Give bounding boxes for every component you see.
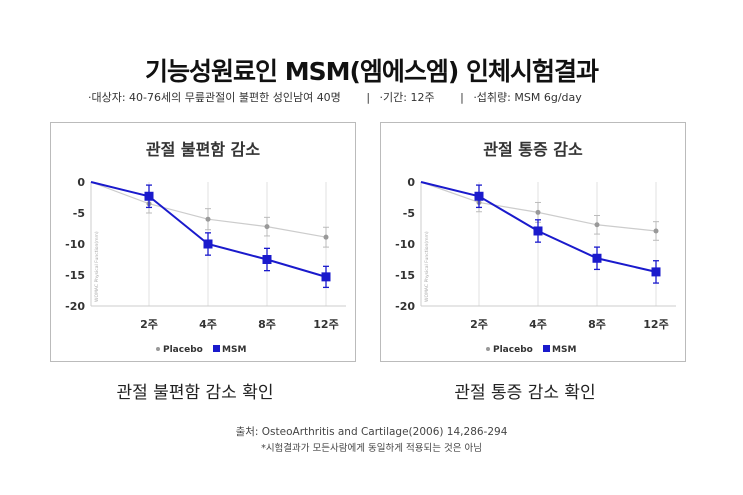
placebo-point [653, 228, 659, 234]
chart-title: 관절 통증 감소 [483, 140, 583, 159]
x-tick-label: 12주 [313, 318, 338, 331]
x-tick-label: 2주 [140, 318, 158, 331]
placebo-point [535, 209, 541, 215]
x-tick-label: 8주 [588, 318, 606, 331]
x-tick-label: 4주 [199, 318, 217, 331]
msm-point [592, 253, 602, 263]
y-tick-label: -5 [73, 207, 85, 220]
legend-msm-label: MSM [552, 345, 576, 355]
source-citation: 출처: OsteoArthritis and Cartilage(2006) 1… [235, 426, 508, 438]
placebo-point [323, 234, 329, 240]
disclaimer: *시험결과가 모든사람에게 동일하게 적용되는 것은 아님 [261, 443, 482, 454]
y-axis-label: WOMAC Physical Function(mm) [94, 231, 100, 302]
legend-msm-marker [543, 345, 550, 352]
y-tick-label: 0 [407, 176, 415, 189]
separator: | [366, 91, 371, 104]
placebo-point [264, 224, 270, 230]
chart-svg: 0 -5 -10 -15 -20 2주 4주 8주 12주 WOMAC Physical Func… [65, 176, 346, 355]
y-tick-label: -20 [65, 300, 85, 313]
msm-point [321, 272, 331, 282]
period-info: ·기간: 12주 [379, 91, 435, 104]
msm-point [533, 226, 543, 236]
confirm-discomfort: 관절 불편함 감소 확인 [116, 383, 274, 403]
legend-placebo-label: Placebo [493, 345, 533, 355]
chart-discomfort: 관절 불편함 감소 0 -5 -10 -15 -20 2주 4주 8주 12주 WOMAC Phy… [50, 122, 356, 362]
chart-title: 관절 불편함 감소 [145, 140, 261, 159]
legend-placebo-label: Placebo [163, 345, 203, 355]
legend-msm-label: MSM [222, 345, 246, 355]
page-title: 기능성원료인 MSM(엠에스엠) 인체시험결과 [144, 57, 599, 86]
msm-point [651, 267, 661, 277]
legend-placebo-marker [486, 347, 490, 351]
x-tick-label: 2주 [470, 318, 488, 331]
placebo-point [594, 222, 600, 228]
y-tick-label: -15 [65, 269, 85, 282]
confirm-pain: 관절 통증 감소 확인 [454, 383, 596, 403]
msm-point [144, 191, 154, 201]
study-info: ·대상자: 40-76세의 무릎관절이 불편한 성인남여 40명 | ·기간: … [88, 89, 588, 105]
y-tick-label: -15 [395, 269, 415, 282]
y-axis-label: WOMAC Physical Function(mm) [424, 231, 430, 302]
y-tick-label: -5 [403, 207, 415, 220]
legend-placebo-marker [156, 347, 160, 351]
legend-msm-marker [213, 345, 220, 352]
y-tick-label: -10 [65, 238, 85, 251]
placebo-point [205, 216, 211, 222]
chart-svg: 0 -5 -10 -15 -20 2주 4주 8주 12주 WOMAC Physical Func… [395, 176, 676, 355]
y-tick-label: 0 [77, 176, 85, 189]
y-tick-label: -20 [395, 300, 415, 313]
subject-info: ·대상자: 40-76세의 무릎관절이 불편한 성인남여 40명 [88, 91, 341, 104]
x-tick-label: 4주 [529, 318, 547, 331]
y-tick-label: -10 [395, 238, 415, 251]
msm-point [262, 255, 272, 264]
msm-point [474, 191, 484, 201]
msm-point [203, 239, 213, 249]
separator: | [460, 91, 464, 104]
chart-pain: 관절 통증 감소 0 -5 -10 -15 -20 2주 4주 8주 12주 WOMAC Phys… [380, 122, 686, 362]
x-tick-label: 12주 [643, 318, 668, 331]
x-tick-label: 8주 [258, 318, 276, 331]
dose-info: ·섭취량: MSM 6g/day [473, 91, 582, 104]
